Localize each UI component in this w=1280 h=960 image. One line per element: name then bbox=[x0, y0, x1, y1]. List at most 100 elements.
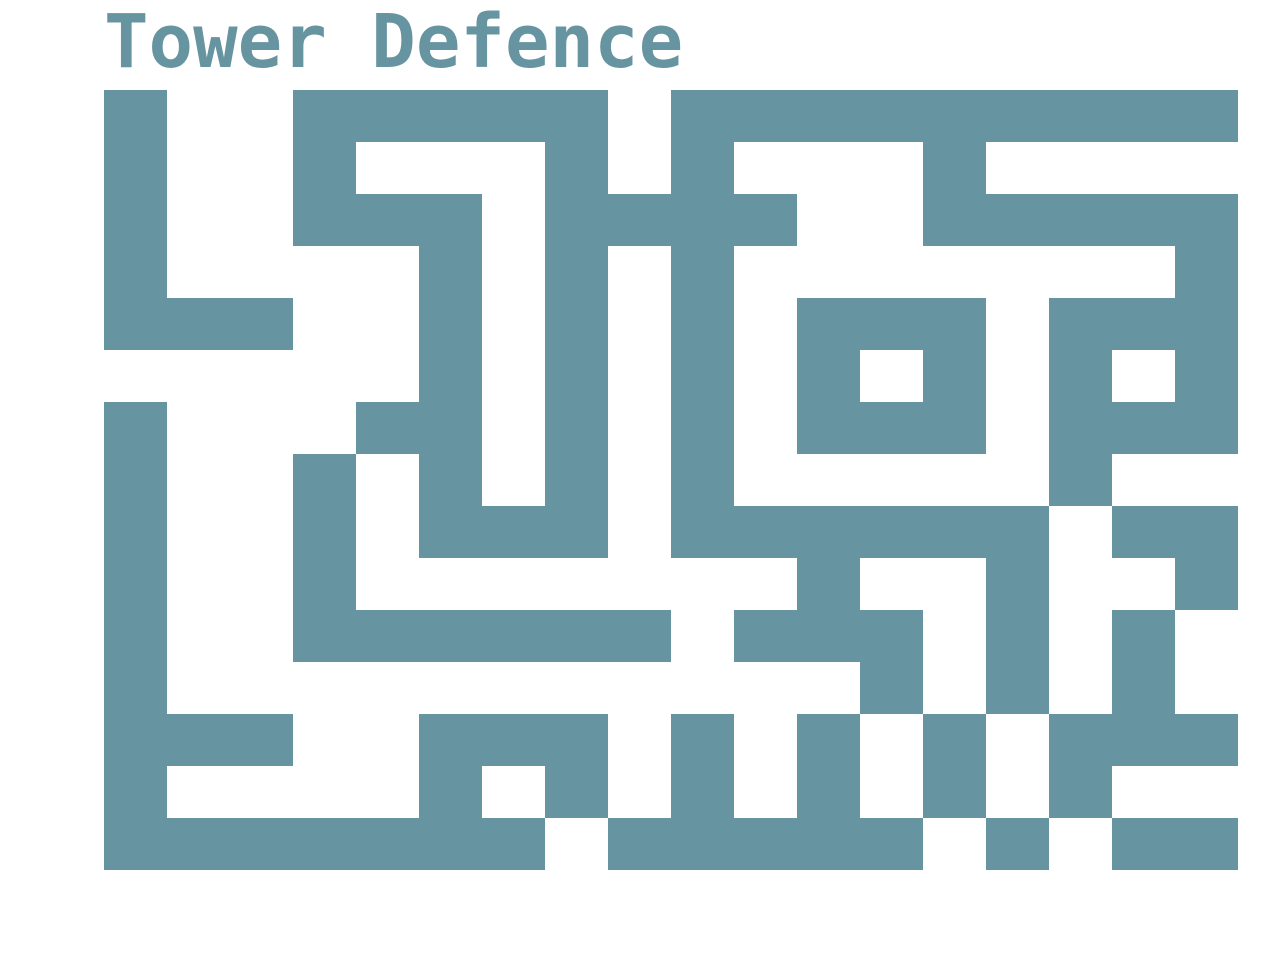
maze-wall-cell bbox=[104, 90, 167, 142]
maze-wall-cell bbox=[923, 90, 986, 142]
maze-wall-cell bbox=[1112, 194, 1175, 246]
maze-wall-cell bbox=[356, 610, 419, 662]
maze-wall-cell bbox=[482, 714, 545, 766]
maze-wall-cell bbox=[1049, 766, 1112, 818]
maze-wall-cell bbox=[293, 506, 356, 558]
maze-wall-cell bbox=[986, 818, 1049, 870]
maze-wall-cell bbox=[1175, 402, 1238, 454]
maze-wall-cell bbox=[734, 506, 797, 558]
maze-wall-cell bbox=[167, 818, 230, 870]
maze-wall-cell bbox=[104, 714, 167, 766]
maze-wall-cell bbox=[1175, 246, 1238, 298]
maze-wall-cell bbox=[293, 818, 356, 870]
maze-wall-cell bbox=[356, 90, 419, 142]
maze-wall-cell bbox=[923, 506, 986, 558]
maze-wall-cell bbox=[1049, 194, 1112, 246]
maze-wall-cell bbox=[1049, 350, 1112, 402]
maze-wall-cell bbox=[860, 298, 923, 350]
maze-wall-cell bbox=[293, 558, 356, 610]
maze-wall-cell bbox=[545, 714, 608, 766]
maze-wall-cell bbox=[104, 194, 167, 246]
maze-wall-cell bbox=[797, 818, 860, 870]
maze-wall-cell bbox=[986, 610, 1049, 662]
maze-wall-cell bbox=[545, 350, 608, 402]
maze-wall-cell bbox=[1175, 350, 1238, 402]
maze-wall-cell bbox=[419, 402, 482, 454]
maze-wall-cell bbox=[923, 298, 986, 350]
maze-wall-cell bbox=[293, 90, 356, 142]
maze-wall-cell bbox=[293, 610, 356, 662]
maze-wall-cell bbox=[1112, 662, 1175, 714]
maze-wall-cell bbox=[545, 298, 608, 350]
maze-wall-cell bbox=[104, 506, 167, 558]
maze-board[interactable] bbox=[104, 90, 1238, 870]
maze-wall-cell bbox=[671, 298, 734, 350]
maze-wall-cell bbox=[734, 610, 797, 662]
maze-wall-cell bbox=[797, 506, 860, 558]
maze-wall-cell bbox=[671, 194, 734, 246]
game-title: Tower Defence bbox=[104, 0, 684, 85]
maze-wall-cell bbox=[986, 506, 1049, 558]
maze-wall-cell bbox=[671, 766, 734, 818]
maze-wall-cell bbox=[482, 610, 545, 662]
maze-wall-cell bbox=[671, 454, 734, 506]
maze-wall-cell bbox=[1049, 402, 1112, 454]
maze-wall-cell bbox=[1112, 610, 1175, 662]
maze-wall-cell bbox=[923, 714, 986, 766]
maze-wall-cell bbox=[419, 350, 482, 402]
maze-wall-cell bbox=[104, 142, 167, 194]
maze-wall-cell bbox=[860, 506, 923, 558]
maze-wall-cell bbox=[482, 506, 545, 558]
maze-wall-cell bbox=[671, 818, 734, 870]
maze-wall-cell bbox=[1049, 298, 1112, 350]
maze-wall-cell bbox=[1112, 298, 1175, 350]
maze-wall-cell bbox=[293, 194, 356, 246]
maze-wall-cell bbox=[545, 142, 608, 194]
maze-wall-cell bbox=[104, 298, 167, 350]
maze-wall-cell bbox=[923, 142, 986, 194]
maze-wall-cell bbox=[1112, 402, 1175, 454]
maze-wall-cell bbox=[797, 350, 860, 402]
maze-wall-cell bbox=[104, 766, 167, 818]
maze-wall-cell bbox=[671, 90, 734, 142]
maze-wall-cell bbox=[419, 506, 482, 558]
maze-wall-cell bbox=[860, 402, 923, 454]
maze-wall-cell bbox=[923, 194, 986, 246]
maze-wall-cell bbox=[230, 298, 293, 350]
maze-wall-cell bbox=[671, 246, 734, 298]
maze-wall-cell bbox=[419, 90, 482, 142]
maze-wall-cell bbox=[860, 610, 923, 662]
maze-wall-cell bbox=[230, 714, 293, 766]
maze-wall-cell bbox=[986, 194, 1049, 246]
maze-wall-cell bbox=[986, 90, 1049, 142]
maze-wall-cell bbox=[104, 402, 167, 454]
maze-wall-cell bbox=[860, 90, 923, 142]
maze-wall-cell bbox=[356, 402, 419, 454]
maze-wall-cell bbox=[104, 246, 167, 298]
maze-wall-cell bbox=[419, 610, 482, 662]
maze-wall-cell bbox=[1175, 298, 1238, 350]
maze-wall-cell bbox=[797, 558, 860, 610]
maze-wall-cell bbox=[1175, 194, 1238, 246]
maze-wall-cell bbox=[671, 402, 734, 454]
maze-wall-cell bbox=[419, 454, 482, 506]
maze-wall-cell bbox=[1175, 714, 1238, 766]
maze-wall-cell bbox=[356, 194, 419, 246]
maze-wall-cell bbox=[923, 766, 986, 818]
maze-wall-cell bbox=[1112, 90, 1175, 142]
maze-wall-cell bbox=[1049, 714, 1112, 766]
maze-wall-cell bbox=[986, 662, 1049, 714]
maze-wall-cell bbox=[167, 298, 230, 350]
maze-wall-cell bbox=[797, 714, 860, 766]
maze-wall-cell bbox=[986, 558, 1049, 610]
maze-wall-cell bbox=[797, 90, 860, 142]
maze-wall-cell bbox=[230, 818, 293, 870]
maze-wall-cell bbox=[419, 194, 482, 246]
maze-wall-cell bbox=[608, 610, 671, 662]
maze-wall-cell bbox=[545, 194, 608, 246]
maze-wall-cell bbox=[356, 818, 419, 870]
maze-wall-cell bbox=[419, 298, 482, 350]
maze-wall-cell bbox=[1175, 90, 1238, 142]
maze-wall-cell bbox=[671, 714, 734, 766]
